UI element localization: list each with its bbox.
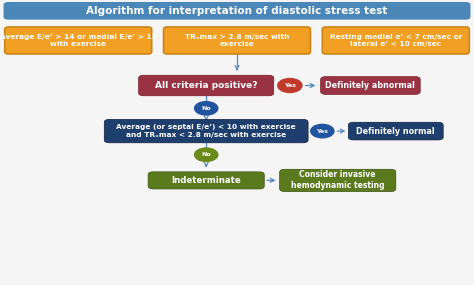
Circle shape bbox=[194, 147, 219, 162]
FancyBboxPatch shape bbox=[322, 27, 469, 54]
Circle shape bbox=[194, 101, 219, 116]
FancyBboxPatch shape bbox=[138, 75, 274, 96]
Text: No: No bbox=[201, 106, 211, 111]
Circle shape bbox=[277, 78, 302, 93]
FancyBboxPatch shape bbox=[320, 77, 420, 94]
FancyBboxPatch shape bbox=[4, 2, 471, 20]
Text: Yes: Yes bbox=[284, 83, 296, 88]
Text: TRᵥmax > 2.8 m/sec with
exercise: TRᵥmax > 2.8 m/sec with exercise bbox=[185, 34, 289, 47]
Text: No: No bbox=[201, 152, 211, 157]
FancyBboxPatch shape bbox=[104, 119, 308, 143]
Text: Yes: Yes bbox=[316, 129, 328, 134]
FancyBboxPatch shape bbox=[5, 27, 152, 54]
Text: Definitely normal: Definitely normal bbox=[356, 127, 435, 136]
FancyBboxPatch shape bbox=[164, 27, 310, 54]
Text: Average (or septal E/e’) < 10 with exercise
and TRᵥmax < 2.8 m/sec with exercise: Average (or septal E/e’) < 10 with exerc… bbox=[117, 124, 296, 138]
Text: Indeterminate: Indeterminate bbox=[171, 176, 241, 185]
Text: Algorithm for interpretation of diastolic stress test: Algorithm for interpretation of diastoli… bbox=[86, 6, 388, 16]
FancyBboxPatch shape bbox=[148, 172, 264, 189]
Text: Resting medial e’ < 7 cm/sec or
lateral e’ < 10 cm/sec: Resting medial e’ < 7 cm/sec or lateral … bbox=[329, 34, 462, 47]
Text: Definitely abnormal: Definitely abnormal bbox=[326, 81, 415, 90]
Circle shape bbox=[310, 124, 335, 139]
Text: Average E/e’ > 14 or medial E/e’ > 15
with exercise: Average E/e’ > 14 or medial E/e’ > 15 wi… bbox=[0, 34, 156, 47]
Text: Consider invasive
hemodynamic testing: Consider invasive hemodynamic testing bbox=[291, 170, 384, 190]
FancyBboxPatch shape bbox=[280, 169, 396, 192]
FancyBboxPatch shape bbox=[348, 122, 443, 140]
Text: All criteria positive?: All criteria positive? bbox=[155, 81, 257, 90]
